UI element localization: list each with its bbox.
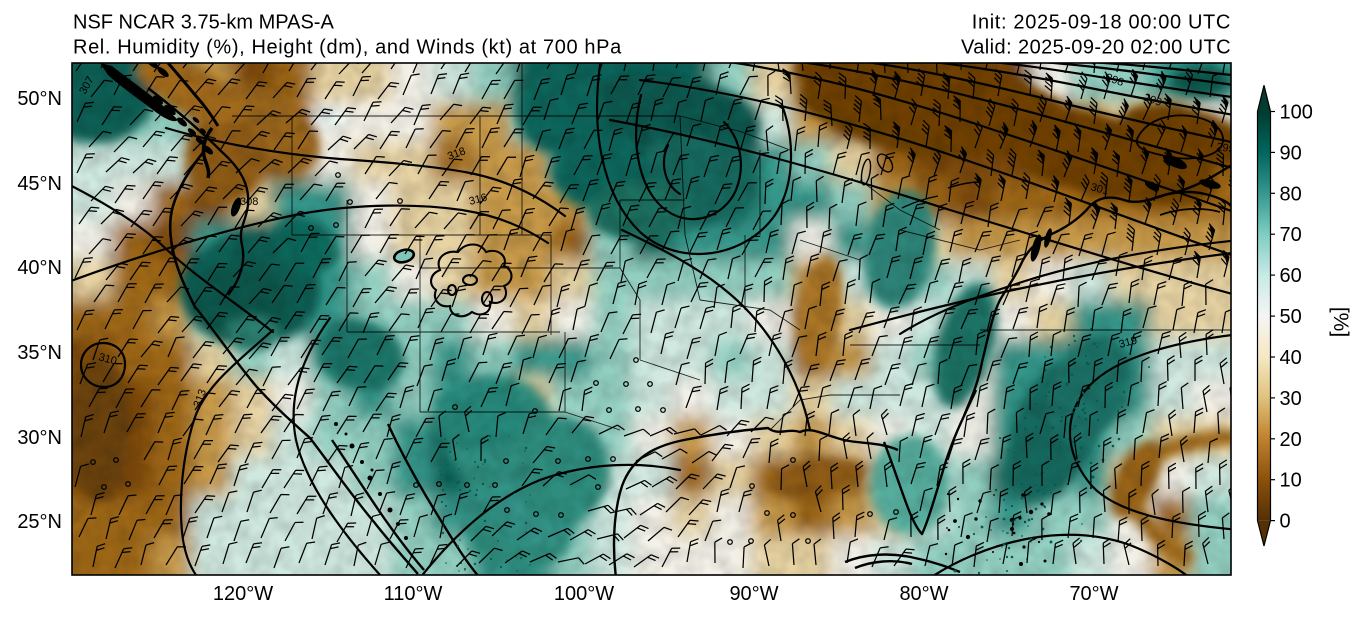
svg-text:319: 319 [1118,335,1139,351]
svg-text:40°N: 40°N [17,257,62,279]
svg-text:120°W: 120°W [213,583,273,605]
svg-text:80: 80 [1280,183,1302,205]
svg-text:318: 318 [446,145,467,163]
svg-text:Valid: 2025-09-20 02:00 UTC: Valid: 2025-09-20 02:00 UTC [961,37,1231,59]
svg-text:110°W: 110°W [384,583,443,605]
svg-text:30: 30 [1280,388,1302,410]
svg-text:Rel. Humidity (%), Height (dm): Rel. Humidity (%), Height (dm), and Wind… [73,37,622,59]
svg-text:90: 90 [1280,142,1302,164]
svg-text:299: 299 [1142,92,1163,110]
svg-text:90°W: 90°W [729,583,778,605]
svg-text:35°N: 35°N [17,342,62,364]
svg-text:80°W: 80°W [899,583,948,605]
svg-text:Init: 2025-09-18 00:00 UTC: Init: 2025-09-18 00:00 UTC [972,12,1231,34]
svg-text:0: 0 [1280,511,1291,533]
svg-text:313: 313 [192,388,210,409]
svg-text:298: 298 [1104,72,1125,90]
svg-text:308: 308 [240,196,258,208]
svg-text:295: 295 [1216,141,1236,155]
svg-text:70: 70 [1280,224,1302,246]
svg-text:NSF NCAR 3.75-km MPAS-A: NSF NCAR 3.75-km MPAS-A [73,12,334,34]
svg-text:100: 100 [1280,102,1313,124]
svg-text:310: 310 [97,351,118,367]
svg-text:50°N: 50°N [17,88,62,110]
svg-text:[%]: [%] [1329,307,1352,337]
svg-text:100°W: 100°W [554,583,614,605]
svg-text:30°N: 30°N [17,427,62,449]
svg-text:45°N: 45°N [17,173,62,195]
svg-text:50: 50 [1280,306,1302,328]
svg-text:301: 301 [1089,181,1110,197]
svg-text:20: 20 [1280,429,1302,451]
svg-text:70°W: 70°W [1069,583,1118,605]
svg-text:10: 10 [1280,470,1302,492]
svg-text:294: 294 [1179,51,1200,67]
svg-text:60: 60 [1280,265,1302,287]
svg-text:25°N: 25°N [17,511,62,533]
svg-text:40: 40 [1280,347,1302,369]
svg-text:316: 316 [468,192,489,208]
